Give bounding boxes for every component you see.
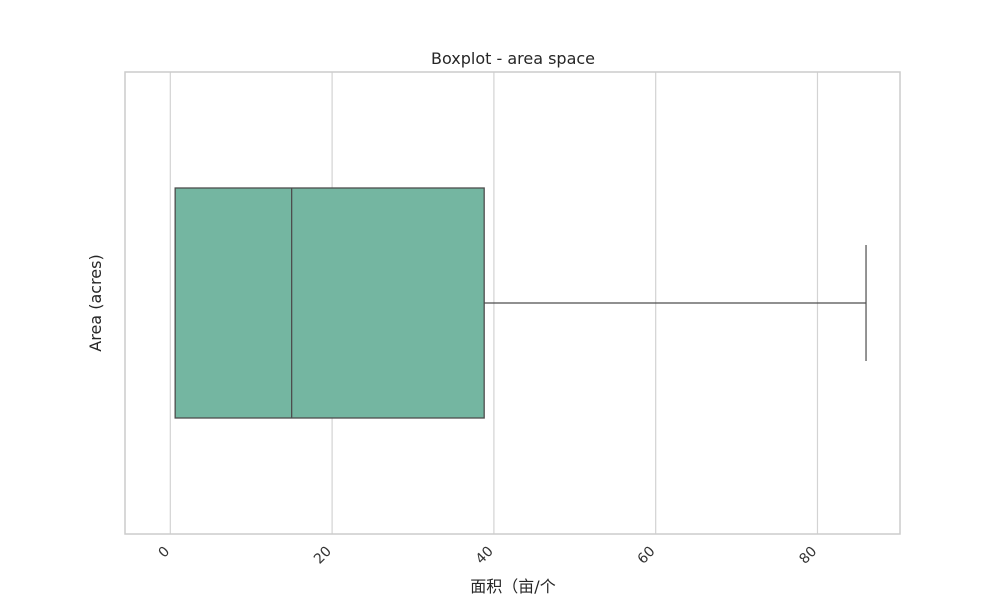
x-tick-label: 20 — [311, 544, 335, 568]
box-layer — [174, 187, 867, 419]
x-tick-label: 40 — [473, 544, 497, 568]
iqr-box — [174, 187, 485, 419]
plot-frame — [124, 71, 901, 535]
x-tick-label: 0 — [156, 544, 174, 562]
chart-title: Boxplot - area space — [431, 49, 595, 68]
x-tick-label: 60 — [635, 544, 659, 568]
x-tick-labels: 0 20 40 60 80 — [156, 544, 821, 568]
x-axis-label: 面积（亩/个 — [470, 577, 555, 596]
y-axis-label: Area (acres) — [86, 254, 105, 351]
x-tick-label: 80 — [796, 544, 820, 568]
